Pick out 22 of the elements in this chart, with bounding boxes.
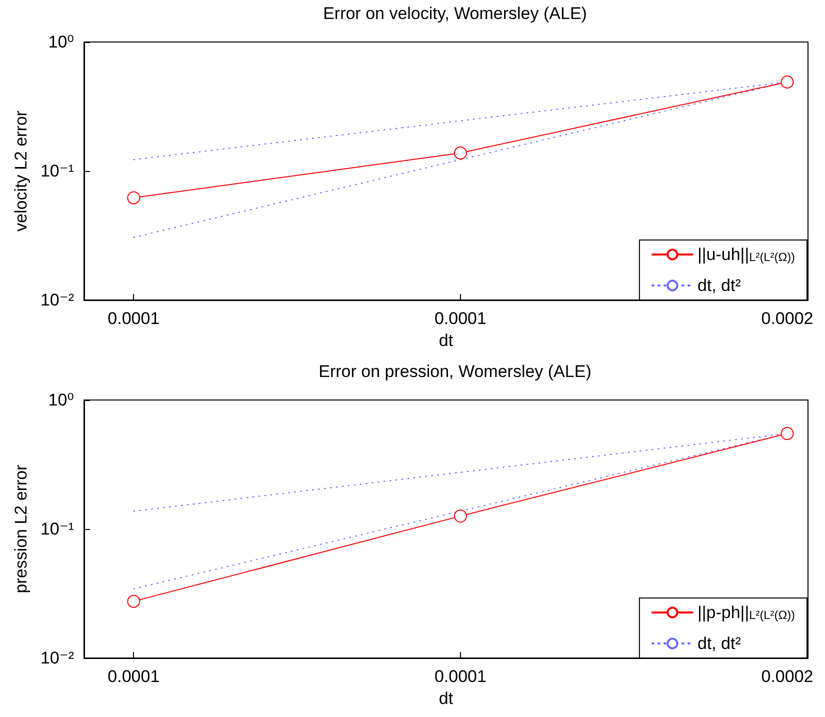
x-tick-label: 0.0001 [108,309,160,328]
x-tick-label: 0.0001 [434,667,486,686]
y-tick-label: 10⁻¹ [40,162,74,180]
y-tick-label: 10⁻² [40,648,74,668]
legend-label: dt, dt² [697,634,742,653]
y-axis-title: pression L2 error [12,464,31,594]
legend-label: ||p-ph||L²(L²(Ω)) [697,603,796,622]
y-tick-label: 10⁰ [48,32,74,52]
x-axis-title: dt [438,331,454,350]
x-tick-label: 0.0001 [434,309,486,328]
chart-title: Error on pression, Womersley (ALE) [318,362,592,381]
chart-title: Error on velocity, Womersley (ALE) [323,4,587,23]
legend-label: dt, dt² [697,276,742,295]
y-tick-label: 10⁰ [48,390,74,410]
x-tick-label: 0.0002 [761,309,814,328]
y-tick-label: 10⁻¹ [40,520,74,538]
x-tick-label: 0.0002 [761,667,814,686]
y-axis-title: velocity L2 error [12,110,31,232]
x-axis-title: dt [438,689,454,708]
y-tick-label: 10⁻² [40,290,74,310]
x-tick-label: 0.0001 [108,667,160,686]
legend-label: ||u-uh||L²(L²(Ω)) [697,245,796,264]
